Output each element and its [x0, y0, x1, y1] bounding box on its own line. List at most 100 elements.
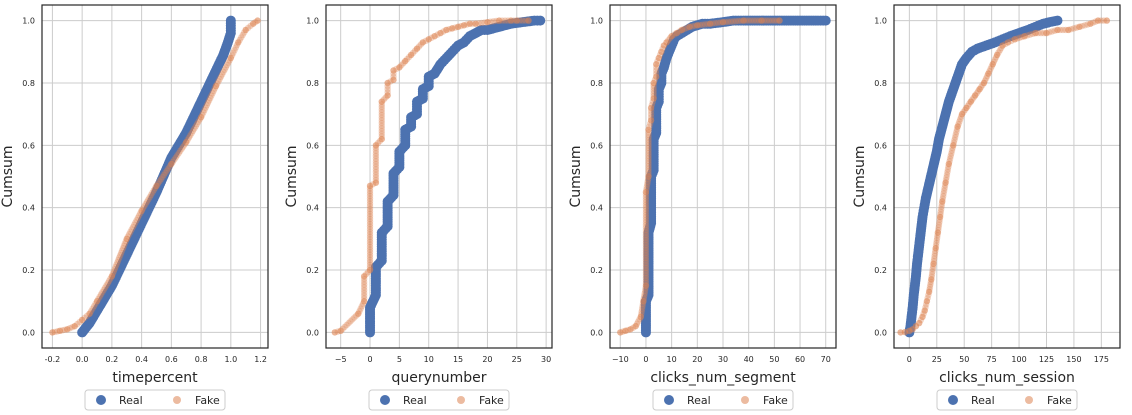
data-point [390, 67, 397, 74]
data-point [378, 119, 385, 127]
x-tick-label: 10 [424, 355, 434, 364]
data-point [638, 311, 645, 318]
y-tick-label: 0.8 [590, 79, 603, 88]
data-point [378, 130, 385, 137]
data-point [967, 98, 974, 105]
data-point [372, 155, 380, 162]
data-point [1004, 39, 1012, 46]
data-point [200, 109, 207, 116]
chart-2: −5 0 5 10 15 20 25 30 0.0 0.2 0.4 0.6 0.8 1.0 querynum… [284, 4, 553, 411]
data-point [758, 17, 765, 24]
data-point [360, 278, 368, 286]
x-tick-label: 0.8 [195, 355, 208, 364]
data-point [149, 189, 156, 196]
data-point [208, 92, 215, 99]
data-point [750, 17, 758, 24]
data-point [637, 313, 645, 321]
data-point [645, 170, 652, 178]
data-point [372, 160, 380, 168]
data-point [73, 320, 81, 328]
data-point [1043, 29, 1050, 37]
data-point [643, 183, 651, 191]
data-point [366, 226, 374, 233]
data-point [740, 17, 747, 24]
data-point [1035, 29, 1042, 37]
series-fake [331, 17, 532, 336]
legend: Real Fake [368, 389, 510, 411]
data-point [366, 213, 374, 220]
data-point [1032, 29, 1039, 37]
data-point [981, 77, 989, 84]
data-point [134, 214, 142, 222]
data-point [347, 318, 354, 325]
data-point [117, 249, 125, 257]
data-point [216, 75, 223, 83]
x-axis-label: timepercent [112, 370, 198, 386]
x-tick-label: 20 [482, 355, 492, 364]
data-point [419, 39, 427, 46]
data-point [921, 307, 928, 314]
x-tick-label: 0.4 [135, 355, 148, 364]
data-point [366, 256, 374, 264]
data-point [645, 139, 652, 146]
data-point [647, 110, 655, 118]
y-tick-label: 1.0 [22, 17, 35, 26]
data-point [642, 199, 650, 206]
y-tick-label: 0.6 [874, 141, 887, 150]
data-point [178, 145, 185, 152]
data-point [650, 84, 657, 92]
data-point [647, 104, 655, 112]
data-point [115, 256, 122, 264]
data-point [366, 203, 374, 210]
data-point [402, 57, 409, 65]
x-tick-label: 30 [718, 355, 728, 364]
data-point [645, 134, 652, 141]
data-point [642, 257, 650, 264]
x-tick-label: 175 [1094, 355, 1109, 364]
data-point [642, 241, 650, 249]
data-point [213, 80, 221, 87]
data-point [157, 176, 165, 183]
data-point [519, 17, 526, 24]
data-point [730, 18, 737, 25]
data-point [443, 26, 450, 34]
data-point [475, 20, 482, 27]
x-tick-label: 50 [769, 355, 779, 364]
data-point [727, 18, 734, 25]
x-tick-label: 25 [932, 355, 942, 364]
data-point [642, 279, 650, 287]
data-point [108, 273, 116, 280]
x-tick-label: 15 [453, 355, 463, 364]
data-point [372, 171, 380, 178]
data-point [366, 254, 374, 261]
y-tick-label: 0.4 [22, 204, 35, 213]
data-point [89, 305, 96, 312]
data-point [123, 235, 130, 243]
data-point [343, 321, 350, 329]
data-point [642, 264, 650, 272]
data-point [378, 111, 385, 119]
data-point [627, 326, 634, 333]
data-point [951, 134, 959, 141]
data-point [953, 128, 960, 136]
data-point [641, 292, 648, 300]
y-tick-label: 1.0 [590, 17, 603, 26]
y-tick-label: 0.8 [874, 79, 887, 88]
x-tick-label: 20 [692, 355, 702, 364]
data-point [366, 195, 374, 202]
data-point [638, 305, 646, 313]
series-real [365, 15, 546, 338]
legend-marker-real [948, 395, 958, 405]
data-point [366, 236, 374, 243]
y-tick-label: 0.4 [874, 204, 887, 213]
data-point [642, 239, 650, 246]
y-tick-label: 0.0 [874, 328, 887, 337]
data-point [647, 117, 655, 124]
data-point [653, 73, 660, 80]
data-point [366, 233, 374, 241]
legend-box [936, 389, 1078, 411]
data-point [946, 158, 953, 165]
x-tick-label: 0 [907, 355, 912, 364]
data-point [943, 171, 951, 178]
series-fake [617, 17, 783, 336]
